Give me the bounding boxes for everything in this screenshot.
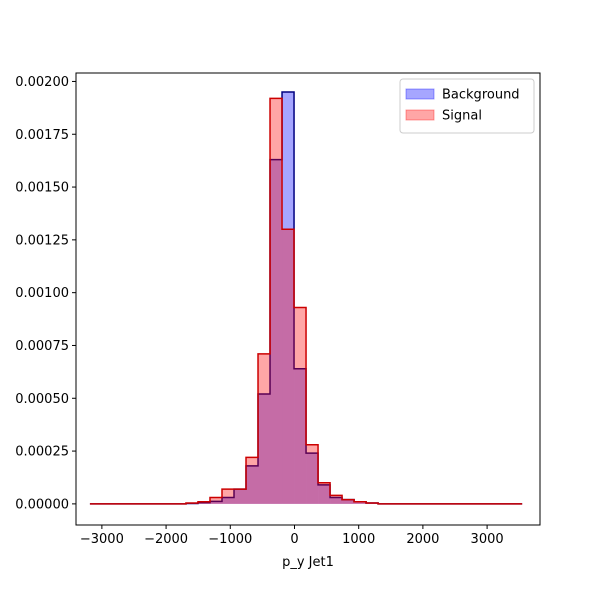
x-tick-label: 0 [290,532,298,547]
y-tick-label: 0.00200 [15,75,69,90]
y-tick-label: 0.00100 [15,286,69,301]
legend-swatch [406,110,434,120]
y-tick-label: 0.00025 [15,445,69,460]
hist-bar [270,98,282,504]
y-tick-label: 0.00175 [15,128,69,143]
hist-outline [90,98,522,504]
legend-label: Signal [442,109,482,124]
y-tick-label: 0.00125 [15,233,69,248]
x-tick-label: −2000 [144,532,188,547]
hist-bar [258,354,270,504]
hist-bar [306,445,318,504]
x-tick-label: 3000 [471,532,504,547]
hist-bar [234,489,246,504]
x-tick-label: −1000 [208,532,252,547]
x-tick-label: −3000 [80,532,124,547]
hist-bar [318,483,330,504]
y-tick-label: 0.00050 [15,392,69,407]
hist-bar [330,495,342,503]
legend-label: Background [442,88,520,103]
legend-swatch [406,89,434,99]
hist-bar [282,229,294,504]
x-tick-label: 2000 [406,532,439,547]
series-1 [90,98,522,504]
y-tick-label: 0.00000 [15,497,69,512]
hist-bar [222,489,234,504]
hist-bar [294,307,306,503]
x-axis-label: p_y Jet1 [282,555,334,570]
hist-bar [246,457,258,503]
hist-bar [210,498,222,504]
y-tick-label: 0.00150 [15,181,69,196]
x-tick-label: 1000 [342,532,375,547]
y-tick-label: 0.00075 [15,339,69,354]
